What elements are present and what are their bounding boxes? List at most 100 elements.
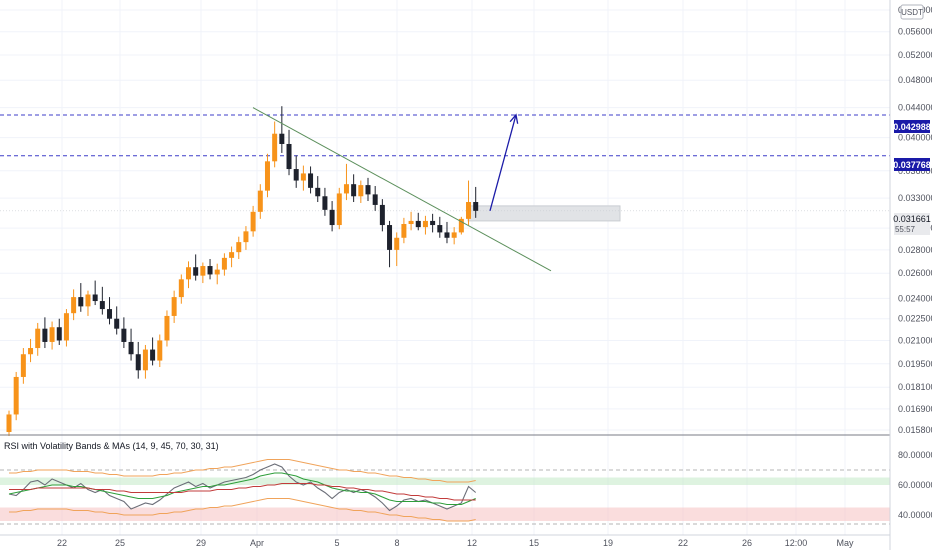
candle <box>422 215 428 235</box>
candle-body <box>214 269 220 275</box>
candle <box>336 187 342 230</box>
candle-body <box>415 220 421 228</box>
price-tick-label: 0.048000 <box>898 75 932 85</box>
candle-body <box>92 294 98 302</box>
candle-body <box>473 202 479 211</box>
target-arrow[interactable] <box>489 113 519 211</box>
candle-body <box>466 202 472 219</box>
date-tick-label: 22 <box>57 538 67 548</box>
candle <box>437 216 443 238</box>
candle <box>114 306 120 335</box>
candle-body <box>365 185 371 195</box>
candle <box>42 317 48 349</box>
candle-body <box>243 231 249 243</box>
level-label-text-2: 0.037768 <box>893 160 931 170</box>
current-price-label: 0.031661 55:57 <box>893 213 931 235</box>
candle <box>85 290 91 316</box>
price-tick-label: 0.016900 <box>898 404 932 414</box>
price-tick-label: 0.024000 <box>898 293 932 303</box>
rsi-tick-label: 60.000000 <box>898 480 932 490</box>
candle <box>473 186 479 218</box>
date-tick-label: 8 <box>394 538 399 548</box>
candle <box>171 290 177 323</box>
candle <box>150 337 156 366</box>
candle <box>315 176 321 203</box>
price-tick-label: 0.052000 <box>898 50 932 60</box>
rsi-tick-label: 80.000000 <box>898 450 932 460</box>
price-tick-label: 0.056000 <box>898 27 932 37</box>
descending-trendline[interactable] <box>252 107 552 272</box>
candle-body <box>430 220 436 226</box>
candle <box>293 155 299 188</box>
candle-body <box>329 209 335 226</box>
date-tick-label: 25 <box>115 538 125 548</box>
candle-body <box>279 133 285 144</box>
candle-body <box>257 190 263 212</box>
rsi-axis[interactable]: 80.000000 60.000000 40.000000 <box>898 450 932 520</box>
candle-body <box>437 225 443 233</box>
candle <box>28 338 34 363</box>
candle <box>444 221 450 244</box>
candle-body <box>408 220 414 225</box>
countdown-text: 55:57 <box>895 225 916 234</box>
candle <box>415 212 421 231</box>
candle <box>243 226 249 250</box>
date-tick-label: 29 <box>196 538 206 548</box>
level-label-text-1: 0.042988 <box>893 122 931 132</box>
candle <box>358 180 364 203</box>
grid <box>0 0 890 535</box>
candle-body <box>193 267 199 276</box>
candle <box>343 163 349 201</box>
candles <box>6 106 479 437</box>
price-tick-label: 0.022500 <box>898 314 932 324</box>
candle <box>264 153 270 198</box>
candle-body <box>236 242 242 253</box>
candle-body <box>178 279 184 298</box>
candle-body <box>351 184 357 197</box>
candle <box>466 180 472 226</box>
candle-body <box>99 301 105 310</box>
price-tick-label: 0.040000 <box>898 133 932 143</box>
candle <box>394 232 400 267</box>
date-tick-label: 12:00 <box>785 538 808 548</box>
indicator-title: RSI with Volatility Bands & MAs (14, 9, … <box>4 441 219 451</box>
rsi-tick-label: 40.000000 <box>898 510 932 520</box>
candle <box>351 174 357 203</box>
candle <box>35 322 41 356</box>
candle <box>193 254 199 281</box>
candle <box>387 220 393 268</box>
candle-body <box>13 376 19 415</box>
candle-body <box>207 266 213 275</box>
candle-body <box>300 173 306 181</box>
candle <box>401 217 407 244</box>
currency-label: USDT <box>901 8 923 17</box>
candle-body <box>379 204 385 226</box>
price-tick-label: 0.028000 <box>898 245 932 255</box>
candle <box>458 216 464 235</box>
candle <box>207 259 213 280</box>
currency-badge[interactable]: USDT <box>900 4 924 20</box>
candle-body <box>293 169 299 181</box>
candle-body <box>128 341 134 355</box>
price-tick-label: 0.033000 <box>898 193 932 203</box>
candle <box>379 199 385 232</box>
candle <box>6 410 12 437</box>
candle-body <box>444 232 450 238</box>
price-tick-label: 0.026000 <box>898 268 932 278</box>
candle <box>257 184 263 219</box>
candle <box>71 289 77 321</box>
candle <box>272 121 278 168</box>
candle-body <box>186 267 191 280</box>
candle-body <box>35 328 41 349</box>
candle-body <box>49 327 55 342</box>
candle <box>135 341 141 379</box>
date-axis[interactable]: 22 25 29 Apr 5 8 12 15 19 22 26 12:00 May <box>57 538 854 548</box>
candle <box>142 344 148 379</box>
candle <box>250 205 256 237</box>
candle <box>365 177 371 202</box>
candle-body <box>458 218 464 233</box>
candle <box>329 201 335 232</box>
price-levels <box>0 114 890 212</box>
